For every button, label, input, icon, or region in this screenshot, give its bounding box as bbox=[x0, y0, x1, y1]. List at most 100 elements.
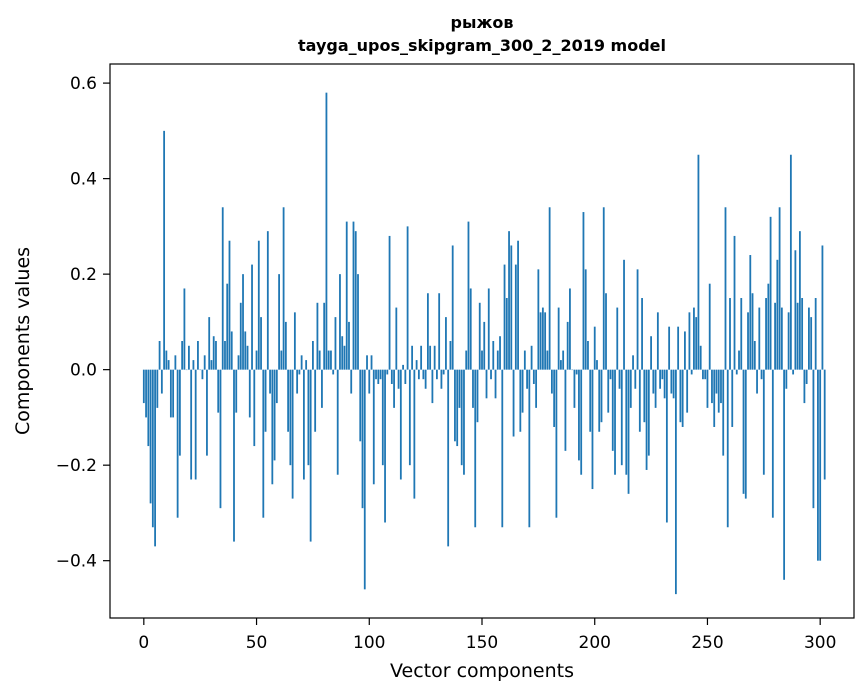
bar-59 bbox=[275, 369, 278, 404]
bar-209 bbox=[614, 369, 616, 475]
bar-232 bbox=[665, 369, 668, 523]
bar-239 bbox=[681, 369, 684, 427]
bar-84 bbox=[332, 369, 335, 375]
bar-146 bbox=[472, 369, 474, 408]
bar-108 bbox=[386, 369, 389, 375]
bar-241 bbox=[686, 369, 689, 413]
bar-257 bbox=[722, 369, 725, 456]
bar-262 bbox=[733, 235, 736, 370]
bar-80 bbox=[323, 302, 326, 370]
bar-101 bbox=[370, 355, 373, 370]
bar-149 bbox=[478, 302, 481, 370]
bar-145 bbox=[469, 288, 472, 370]
bar-283 bbox=[780, 307, 783, 370]
bar-272 bbox=[756, 369, 758, 394]
bar-269 bbox=[749, 255, 752, 370]
bar-264 bbox=[738, 350, 740, 370]
bar-21 bbox=[190, 369, 193, 480]
bar-138 bbox=[454, 369, 456, 442]
bar-114 bbox=[399, 369, 402, 480]
bar-218 bbox=[634, 369, 637, 389]
bar-287 bbox=[789, 154, 792, 370]
y-axis-ticks: −0.4 −0.2 0.0 0.2 0.4 0.6 bbox=[56, 74, 110, 572]
x-axis-label: Vector components bbox=[390, 660, 574, 682]
chart-title-line-2: tayga_upos_skipgram_300_2_2019 model bbox=[298, 36, 666, 55]
bar-203 bbox=[600, 369, 603, 423]
bar-250 bbox=[706, 369, 709, 408]
bar-87 bbox=[339, 274, 341, 370]
bar-83 bbox=[330, 350, 332, 370]
bar-41 bbox=[235, 369, 238, 413]
bar-268 bbox=[747, 312, 749, 370]
bar-3 bbox=[149, 369, 152, 504]
bar-249 bbox=[704, 369, 707, 380]
bar-213 bbox=[623, 259, 625, 370]
bar-42 bbox=[237, 355, 240, 370]
bar-233 bbox=[668, 326, 671, 370]
bar-26 bbox=[201, 369, 204, 380]
bar-62 bbox=[282, 207, 285, 370]
bar-124 bbox=[422, 369, 425, 380]
bar-210 bbox=[616, 307, 619, 370]
bar-231 bbox=[663, 369, 666, 399]
bar-43 bbox=[239, 302, 242, 370]
bar-1 bbox=[145, 369, 147, 418]
bar-151 bbox=[483, 321, 486, 370]
bar-173 bbox=[532, 369, 535, 384]
bar-17 bbox=[181, 341, 184, 370]
bar-192 bbox=[575, 369, 578, 375]
bar-208 bbox=[611, 369, 614, 451]
bar-102 bbox=[372, 369, 375, 485]
bar-155 bbox=[492, 341, 495, 370]
bar-110 bbox=[390, 369, 393, 384]
bar-237 bbox=[677, 326, 680, 370]
bar-111 bbox=[393, 369, 395, 408]
bar-49 bbox=[253, 369, 256, 447]
bar-72 bbox=[305, 360, 308, 370]
bar-136 bbox=[449, 341, 452, 370]
bars-group bbox=[142, 92, 826, 595]
bar-229 bbox=[659, 369, 662, 389]
bar-6 bbox=[156, 369, 159, 408]
bar-39 bbox=[230, 331, 233, 370]
bar-174 bbox=[535, 369, 538, 408]
bar-211 bbox=[618, 369, 621, 389]
bar-252 bbox=[711, 369, 713, 404]
bar-243 bbox=[690, 369, 693, 375]
bar-105 bbox=[379, 369, 382, 380]
bar-248 bbox=[702, 369, 704, 380]
bar-93 bbox=[352, 221, 355, 370]
bar-103 bbox=[375, 369, 377, 380]
bar-198 bbox=[589, 369, 592, 432]
bar-251 bbox=[708, 283, 711, 370]
bar-55 bbox=[266, 231, 269, 370]
bar-154 bbox=[490, 369, 492, 380]
bar-33 bbox=[217, 369, 220, 413]
bar-89 bbox=[343, 345, 346, 370]
bar-294 bbox=[805, 369, 808, 384]
bar-64 bbox=[287, 369, 290, 432]
bar-206 bbox=[607, 369, 610, 413]
bar-161 bbox=[505, 298, 508, 370]
bar-168 bbox=[521, 369, 524, 413]
bar-13 bbox=[172, 369, 175, 418]
bar-143 bbox=[465, 350, 468, 370]
bar-76 bbox=[314, 369, 317, 432]
bar-171 bbox=[528, 369, 531, 528]
bar-286 bbox=[787, 312, 790, 370]
bar-246 bbox=[697, 154, 700, 370]
x-tick-label-200: 200 bbox=[579, 633, 611, 653]
bar-40 bbox=[233, 369, 235, 542]
bar-195 bbox=[582, 212, 585, 370]
bar-297 bbox=[812, 369, 815, 509]
bar-152 bbox=[485, 369, 488, 399]
bar-116 bbox=[404, 369, 407, 384]
bar-61 bbox=[280, 350, 283, 370]
bar-96 bbox=[359, 369, 362, 442]
bar-184 bbox=[557, 307, 560, 370]
bar-245 bbox=[695, 317, 698, 370]
bar-277 bbox=[767, 283, 770, 370]
bar-291 bbox=[798, 231, 801, 370]
bar-82 bbox=[327, 350, 330, 370]
bar-71 bbox=[302, 369, 305, 480]
